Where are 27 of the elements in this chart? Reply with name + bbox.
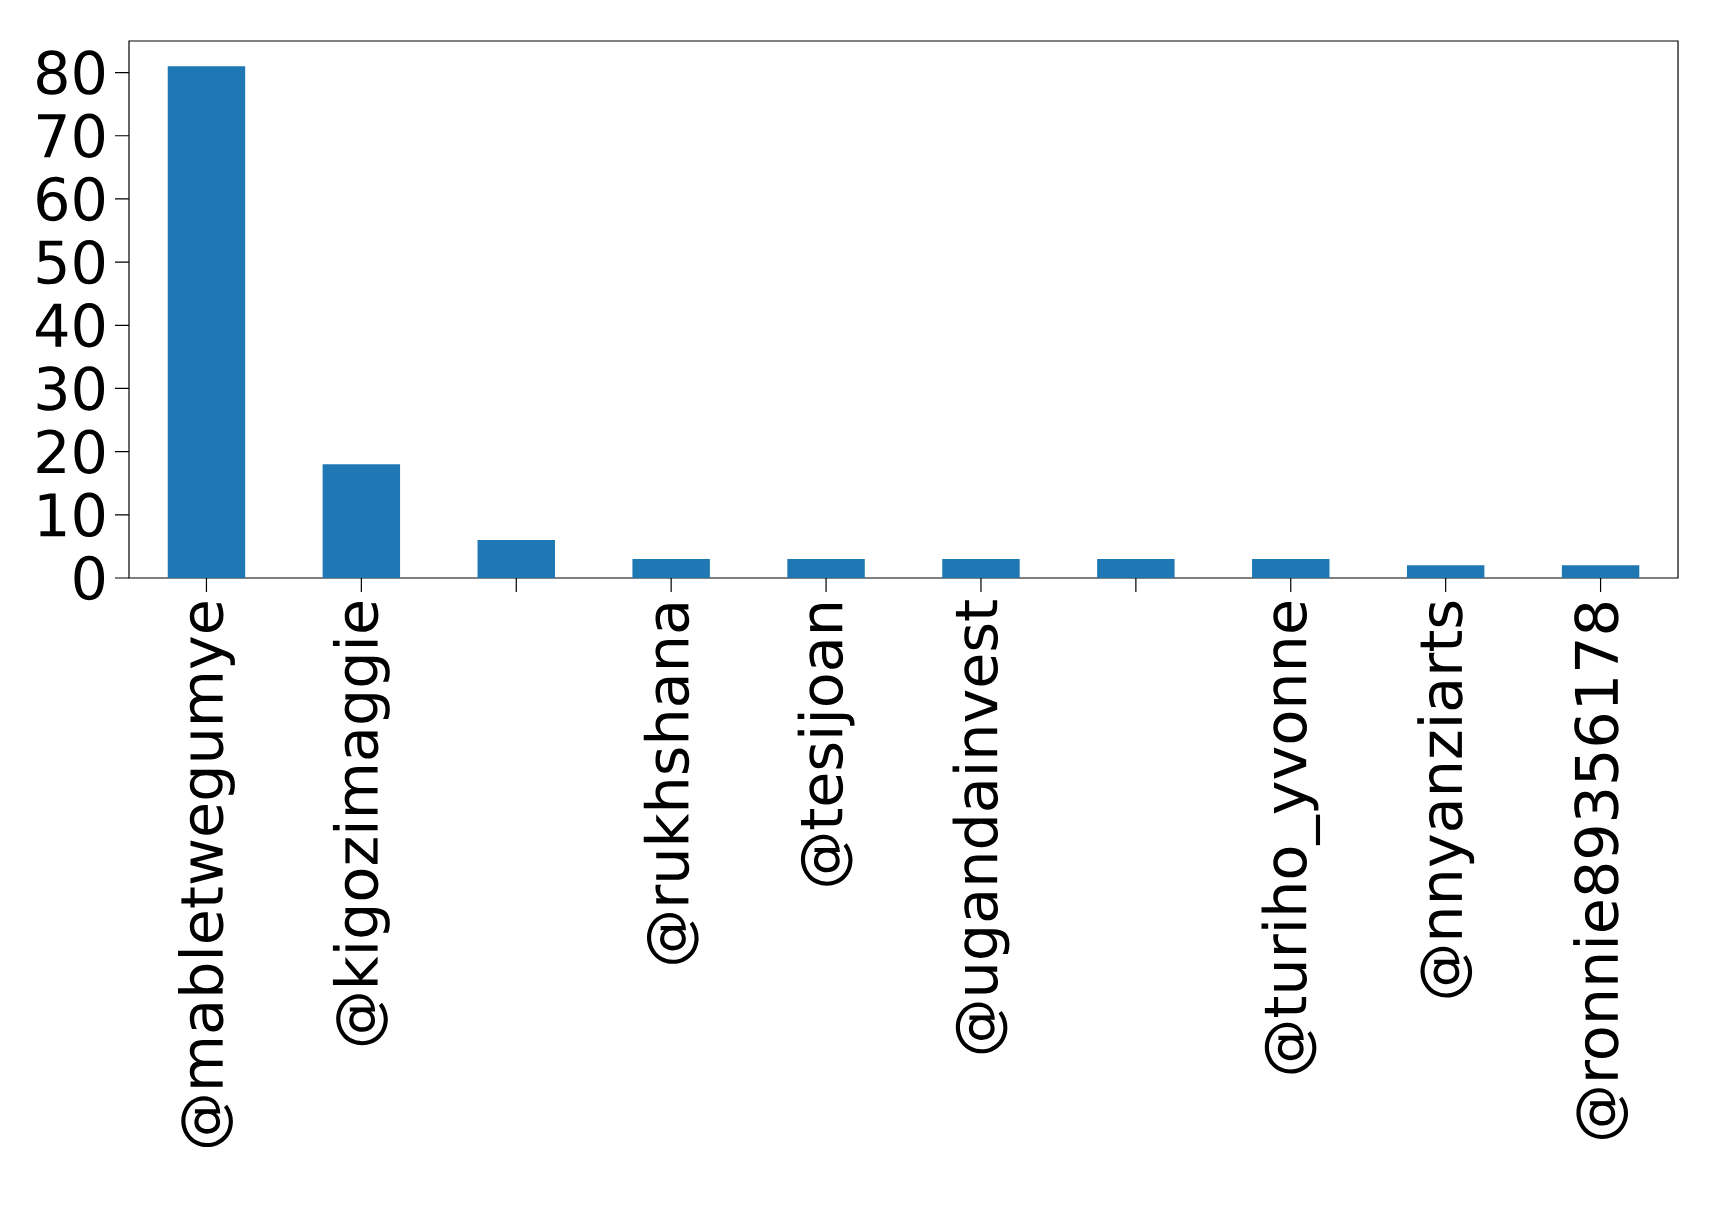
x-tick-label: @turiho_yvonne [1261,602,1321,1074]
bar [477,540,555,578]
x-tick-label: @kigozimaggie [332,602,390,1046]
x-tick-label: @tesijoan [797,604,855,886]
y-tick-label: 40 [36,303,105,348]
bar [1406,565,1485,578]
y-tick-label: 0 [74,555,105,601]
y-tick-label: 80 [37,50,105,95]
bar [1252,559,1330,578]
bar [787,559,865,578]
bar [632,559,710,578]
x-tick-label: @nnyanziarts [1417,601,1475,998]
bar [1097,559,1175,578]
bar [942,559,1020,578]
x-tick-label: @ronnie89356178 [1573,603,1629,1139]
y-tick-label: 60 [37,176,105,222]
bar [167,66,246,578]
y-tick-label: 50 [37,239,105,285]
x-tick-label: @rukhshana [643,604,699,964]
bar [322,464,401,578]
y-tick-label: 70 [37,113,105,159]
y-tick-label: 20 [37,429,105,474]
x-tick-label: @mabletwegumye [178,602,235,1148]
bar [1561,565,1640,578]
y-tick-label: 30 [37,366,105,411]
x-tick-label: @ugandainvest [952,600,1010,1054]
y-tick-label: 10 [39,492,105,538]
